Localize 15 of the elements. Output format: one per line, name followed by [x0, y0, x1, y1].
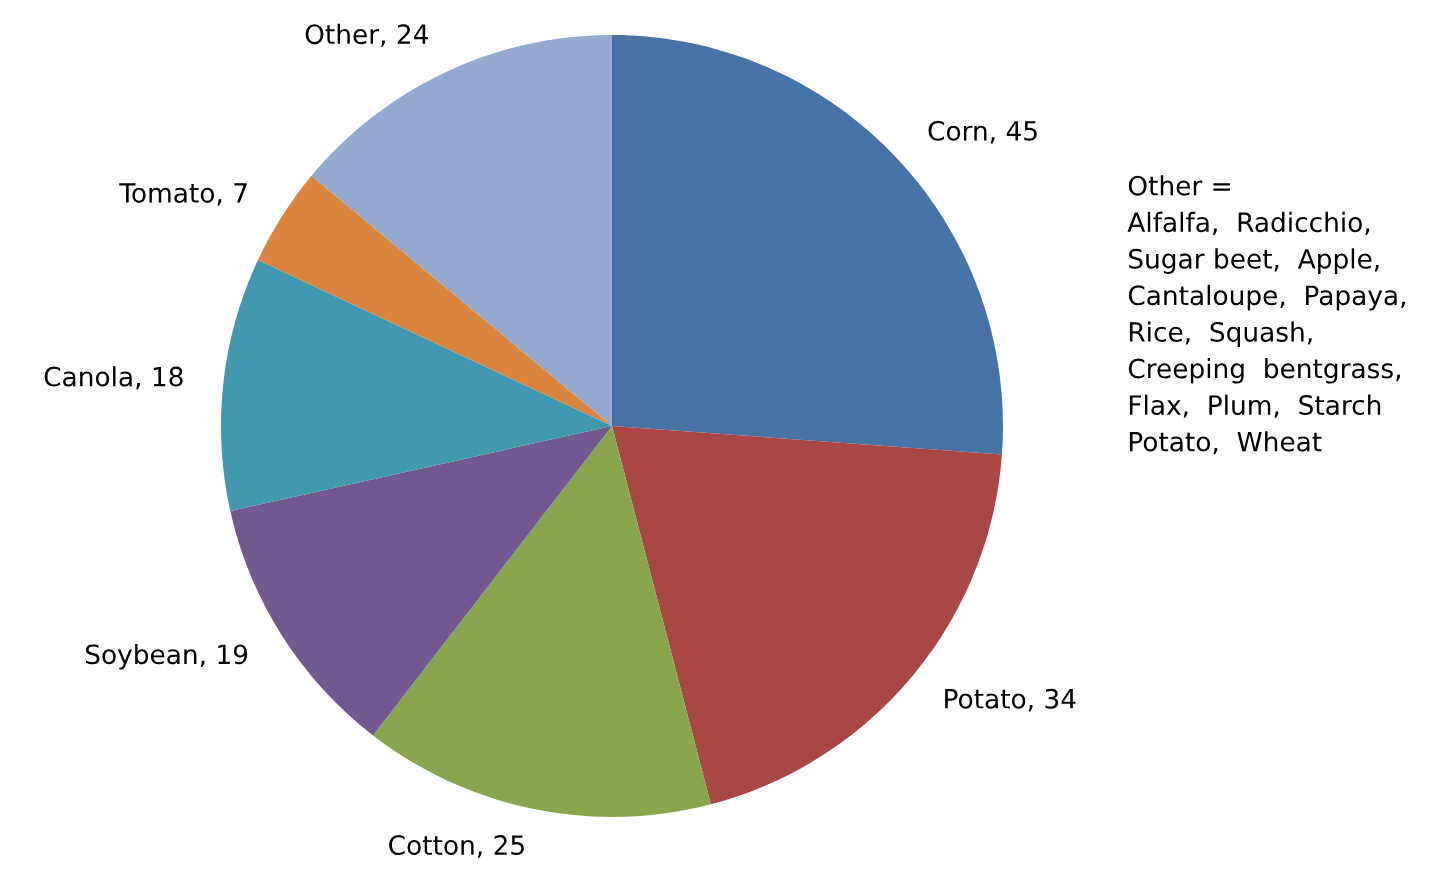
slice-label: Corn [928, 120, 987, 141]
text: Other = Alfalfa, Radicchio, Sugar beet, Apple, Cantaloupe, Papaya, Rice, Squash, Creeping bentgrass, Flax, Plum, Starch Potato, Wheat [1127, 175, 1405, 455]
data-label: , 45 [990, 121, 1037, 144]
data-label: , 25 [477, 835, 524, 858]
slice-label: Other [305, 23, 380, 45]
slice-label: Soybean [85, 643, 197, 670]
slice-label: Potato [945, 689, 1026, 709]
slice-label: Tomato [119, 183, 214, 203]
slice-label: Cotton [389, 835, 474, 856]
data-label: , 7 [217, 183, 247, 206]
data-label: , 18 [136, 366, 183, 390]
data-label: , 24 [381, 24, 428, 47]
slice-label: Canola [44, 366, 132, 387]
data-label: , 34 [1028, 688, 1076, 712]
data-label: , 19 [200, 644, 248, 668]
